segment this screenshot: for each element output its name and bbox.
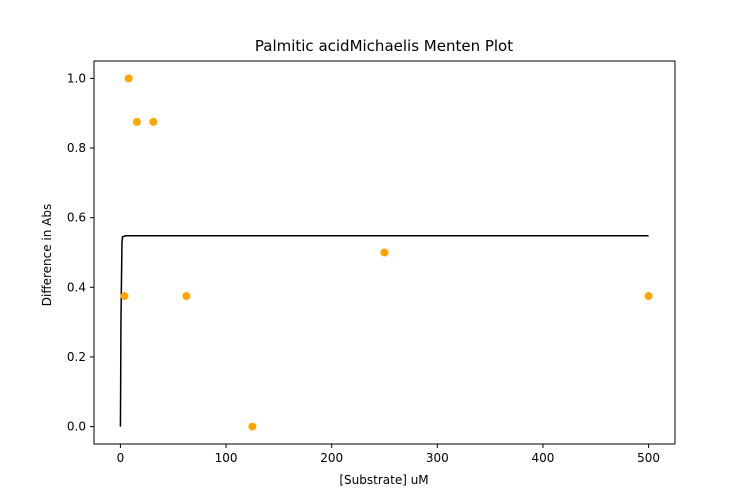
data-point-5 — [248, 422, 257, 431]
x-tick-label-1: 100 — [215, 451, 238, 465]
y-tick-label-0: 0.0 — [67, 420, 86, 434]
fit-line — [119, 235, 649, 427]
plot-area: 0 100 200 300 400 500 0.0 0.2 0.4 0.6 0.8 1.0 — [67, 60, 676, 465]
x-tick-label-4: 400 — [532, 451, 555, 465]
data-point-2 — [132, 117, 141, 126]
data-point-1 — [124, 74, 133, 83]
x-tick-label-2: 200 — [320, 451, 343, 465]
data-point-4 — [182, 292, 191, 301]
chart-title: Palmitic acidMichaelis Menten Plot — [255, 37, 513, 55]
y-tick-label-2: 0.4 — [67, 280, 86, 294]
data-point-0 — [120, 292, 129, 301]
x-tick-label-3: 300 — [426, 451, 449, 465]
data-point-7 — [644, 292, 653, 301]
data-point-6 — [380, 248, 389, 257]
plot-frame — [93, 60, 676, 445]
data-point-3 — [149, 117, 158, 126]
y-tick-label-5: 1.0 — [67, 71, 86, 85]
y-tick-label-4: 0.8 — [67, 141, 86, 155]
y-tick-label-1: 0.2 — [67, 350, 86, 364]
y-tick-label-3: 0.6 — [67, 211, 86, 225]
x-axis-label: [Substrate] uM — [339, 473, 428, 487]
y-axis-label: Difference in Abs — [40, 204, 54, 307]
x-tick-label-5: 500 — [637, 451, 660, 465]
x-tick-label-0: 0 — [117, 451, 125, 465]
